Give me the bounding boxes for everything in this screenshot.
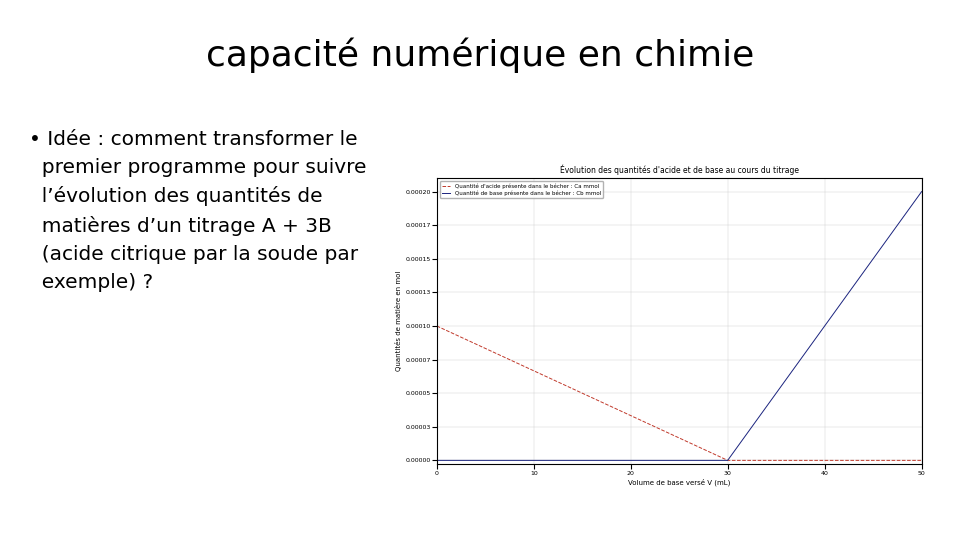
Text: capacité numérique en chimie: capacité numérique en chimie: [205, 38, 755, 73]
Legend: Quantité d'acide présente dans le bécher : Ca mmol, Quantité de base présente da: Quantité d'acide présente dans le bécher…: [440, 181, 603, 198]
X-axis label: Volume de base versé V (mL): Volume de base versé V (mL): [628, 478, 731, 486]
Title: Évolution des quantités d'acide et de base au cours du titrage: Évolution des quantités d'acide et de ba…: [560, 164, 799, 174]
Text: • Idée : comment transformer le
  premier programme pour suivre
  l’évolution de: • Idée : comment transformer le premier …: [29, 130, 367, 292]
Y-axis label: Quantités de matière en mol: Quantités de matière en mol: [396, 271, 402, 372]
